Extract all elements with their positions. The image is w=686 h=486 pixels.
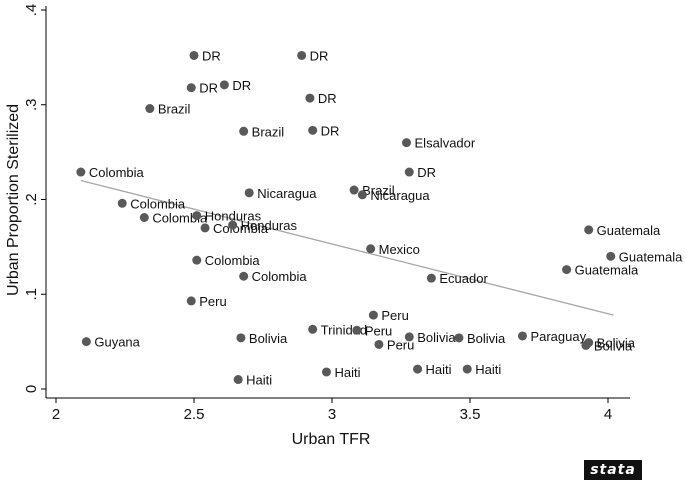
point-label: Colombia (89, 165, 145, 180)
y-tick-label: .1 (23, 288, 40, 301)
point-label: Brazil (158, 102, 191, 117)
data-point (308, 324, 318, 334)
point-label: Paraguay (530, 329, 586, 344)
data-point (584, 225, 594, 235)
data-point (305, 93, 315, 103)
point-label: Guatemala (575, 263, 639, 278)
data-point (192, 255, 202, 265)
point-label: Colombia (252, 269, 308, 284)
x-tick-label: 3.5 (460, 406, 481, 423)
data-point (145, 104, 155, 114)
data-point (186, 296, 196, 306)
data-point (321, 367, 331, 377)
point-label: Colombia (205, 253, 261, 268)
point-label: Haiti (246, 373, 272, 388)
data-point (374, 339, 384, 349)
point-label: Haiti (334, 365, 360, 380)
point-label: Bolivia (417, 330, 456, 345)
point-label: Nicaragua (257, 186, 317, 201)
data-point (239, 126, 249, 136)
data-point (606, 251, 616, 261)
point-label: Brazil (252, 124, 285, 139)
point-label: Guyana (94, 335, 140, 350)
data-point (357, 190, 367, 200)
point-label: Bolivia (467, 331, 506, 346)
point-label: Bolivia (594, 338, 633, 353)
fit-line (80, 179, 614, 316)
data-point (368, 310, 378, 320)
point-label: Guatemala (619, 249, 683, 264)
point-label: Peru (381, 308, 408, 323)
data-point (236, 333, 246, 343)
point-label: Peru (199, 294, 226, 309)
point-label: Bolivia (249, 331, 288, 346)
x-axis-title: Urban TFR (292, 431, 371, 448)
data-point (186, 83, 196, 93)
y-tick-label: .4 (23, 4, 40, 17)
point-label: DR (199, 81, 218, 96)
stata-logo: stata (584, 460, 642, 480)
data-point (402, 138, 412, 148)
data-point (228, 220, 238, 230)
data-point (244, 188, 254, 198)
point-label: Honduras (241, 218, 298, 233)
point-label: DR (310, 48, 329, 63)
data-point (517, 331, 527, 341)
point-label: Guatemala (597, 223, 661, 238)
point-label: Nicaragua (370, 188, 430, 203)
point-label: Colombia (213, 221, 269, 236)
data-point (192, 211, 202, 221)
data-point (404, 167, 414, 177)
point-label: Brazil (362, 183, 395, 198)
data-point (81, 337, 91, 347)
point-label: Haiti (426, 362, 452, 377)
point-label: Ecuador (439, 271, 488, 286)
data-point (581, 340, 591, 350)
y-tick-label: .3 (23, 98, 40, 111)
data-point (352, 325, 362, 335)
data-point (233, 375, 243, 385)
data-point (297, 50, 307, 60)
fit-line-group (80, 179, 614, 316)
data-point (117, 198, 127, 208)
point-label: Colombia (130, 196, 186, 211)
x-tick-label: 3 (328, 406, 336, 423)
data-point (404, 332, 414, 342)
point-label: DR (232, 78, 251, 93)
y-axis-title: Urban Proportion Sterilized (5, 104, 22, 296)
point-label: Peru (387, 337, 414, 352)
point-label: Peru (365, 323, 392, 338)
data-point (200, 223, 210, 233)
axes: 2 2.5 3 3.5 4 0 .1 .2 .3 .4 (23, 4, 630, 423)
point-label: Bolivia (597, 336, 636, 351)
data-point (454, 333, 464, 343)
data-point (462, 364, 472, 374)
point-label: DR (321, 123, 340, 138)
data-point (366, 244, 376, 254)
points-group: DR DR DR DR DR Brazil Brazil DR Elsalvador Colomb… (76, 48, 683, 388)
point-label: Honduras (205, 209, 262, 224)
data-point (413, 364, 423, 374)
data-point (76, 167, 86, 177)
point-label: DR (417, 165, 436, 180)
data-point (139, 213, 149, 223)
point-label: Elsalvador (415, 136, 476, 151)
point-label: DR (202, 48, 221, 63)
point-label: Haiti (475, 362, 501, 377)
point-label: Mexico (379, 242, 420, 257)
y-tick-label: 0 (23, 385, 40, 393)
data-point (349, 185, 359, 195)
x-tick-label: 4 (604, 406, 612, 423)
x-tick-label: 2.5 (184, 406, 205, 423)
data-point (308, 125, 318, 135)
x-tick-label: 2 (52, 406, 60, 423)
data-point (562, 265, 572, 275)
point-label: DR (318, 91, 337, 106)
y-tick-label: .2 (23, 193, 40, 206)
data-point (239, 271, 249, 281)
data-point (426, 273, 436, 283)
data-point (189, 50, 199, 60)
data-point (219, 80, 229, 90)
